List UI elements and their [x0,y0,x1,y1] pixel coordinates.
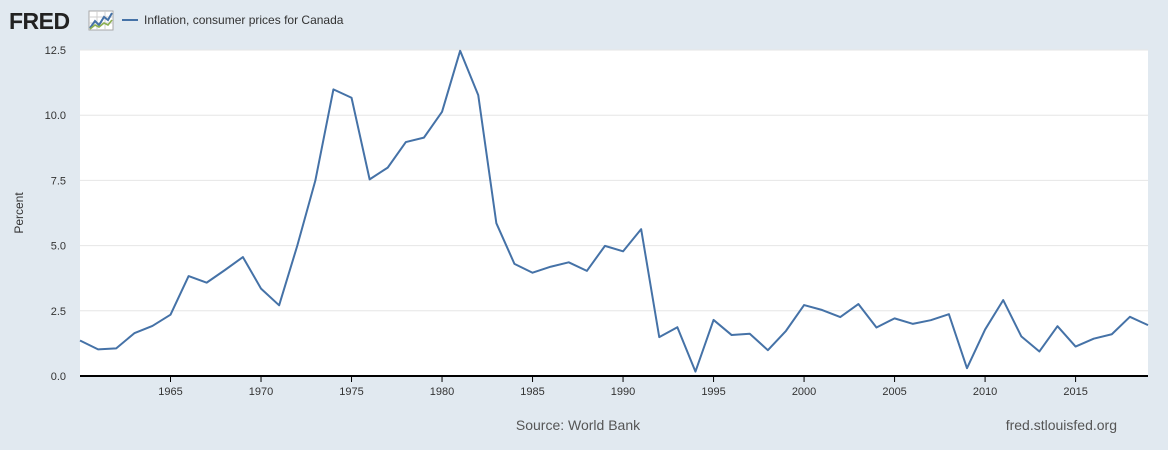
series-layer [79,49,1149,373]
x-tick-label: 2005 [882,386,906,398]
axes: 0.0 2.5 5.0 7.5 10.0 12.5 1965 1970 1975 1980 1985… [45,45,1148,398]
x-tick-label: 1980 [430,386,454,398]
legend: Inflation, consumer prices for Canada [122,13,344,27]
x-tick-label: 2015 [1063,386,1087,398]
x-tick-label: 1975 [339,386,363,398]
y-tick-label: 5.0 [51,241,66,253]
x-tick-label: 2000 [792,386,816,398]
x-tick-label: 1995 [701,386,725,398]
gridlines [80,49,1148,312]
legend-series-label: Inflation, consumer prices for Canada [144,13,344,27]
y-tick-label: 7.5 [51,175,66,187]
y-axis-label: Percent [12,192,26,234]
y-tick-label: 10.0 [45,110,66,122]
series-line-0[interactable] [79,49,1149,373]
y-tick-label: 0.0 [51,371,66,383]
y-tick-label: 12.5 [45,45,66,57]
x-tick-label: 1970 [249,386,273,398]
source-label: Source: World Bank [516,417,641,433]
x-tick-label: 1990 [611,386,635,398]
x-tick-label: 1965 [158,386,182,398]
fred-logo-text: FRED [9,8,70,34]
plot-area [80,50,1148,376]
y-tick-label: 2.5 [51,306,66,318]
x-tick-label: 1985 [520,386,544,398]
site-link[interactable]: fred.stlouisfed.org [1006,417,1117,433]
fred-logo-graph-icon [88,10,114,31]
x-tick-label: 2010 [973,386,997,398]
fred-logo[interactable]: FRED [9,8,114,34]
